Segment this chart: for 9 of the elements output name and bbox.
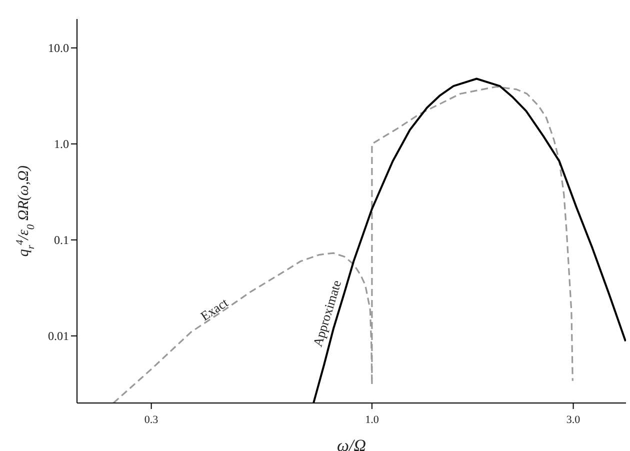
x-tick-label: 3.0 [566, 414, 581, 426]
y-tick-label: 0.01 [48, 329, 69, 344]
x-tick-label: 1.0 [365, 414, 380, 426]
y-tick-label: 10.0 [48, 41, 69, 56]
x-axis-title: ω/Ω [336, 436, 366, 451]
text: Exact [198, 294, 232, 324]
y-tick-label: 0.1 [54, 233, 69, 248]
x-tick-label: 0.3 [144, 414, 159, 426]
y-tick-label: 1.0 [54, 137, 69, 152]
